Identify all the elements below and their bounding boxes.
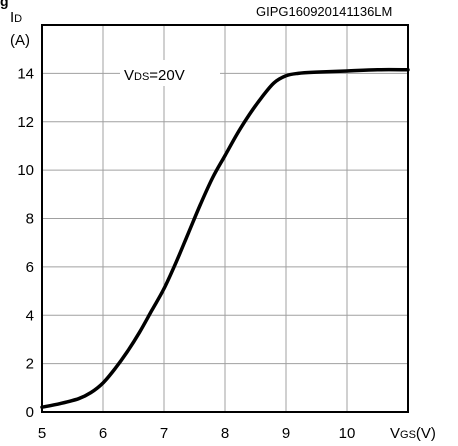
y-tick-label-2: 2 — [26, 356, 34, 373]
svg-text:VDS=20V: VDS=20V — [124, 67, 185, 84]
annotation-sub: DS — [134, 71, 149, 83]
y-tick-label-12: 12 — [17, 114, 34, 131]
series-curve — [40, 67, 410, 409]
figure-code: GIPG160920141136LM — [256, 4, 392, 19]
x-axis-label: VGS(V) — [390, 425, 436, 442]
y-tick-label-4: 4 — [26, 307, 34, 324]
y-label-unit: (A) — [10, 32, 30, 49]
x-tick-label-5: 5 — [38, 425, 46, 442]
annotation-main: V — [124, 67, 134, 84]
y-axis-label: ID (A) — [10, 9, 30, 49]
y-label-main: I — [10, 9, 14, 26]
y-label-sub: D — [14, 13, 22, 25]
annotation-rest: =20V — [149, 67, 184, 84]
y-tick-label-6: 6 — [26, 259, 34, 276]
x-tick-label-6: 6 — [99, 425, 107, 442]
annotation-background — [120, 60, 220, 86]
svg-text:ID: ID — [10, 9, 22, 26]
x-tick-label-8: 8 — [221, 425, 229, 442]
plot-frame — [41, 24, 409, 413]
x-label-main: V — [390, 425, 400, 442]
x-label-unit: (V) — [416, 425, 436, 442]
y-ticks: 0 2 4 6 8 10 12 14 — [17, 65, 34, 421]
vds-annotation: VDS=20V — [120, 60, 220, 86]
grid — [42, 25, 408, 412]
y-tick-label-0: 0 — [26, 404, 34, 421]
x-tick-label-9: 9 — [282, 425, 290, 442]
x-tick-label-10: 10 — [339, 425, 356, 442]
y-tick-label-14: 14 — [17, 65, 34, 82]
x-ticks: 5 6 7 8 9 10 — [38, 425, 356, 442]
x-label-sub: GS — [400, 429, 416, 441]
x-tick-label-7: 7 — [160, 425, 168, 442]
y-tick-label-8: 8 — [26, 211, 34, 228]
y-tick-label-10: 10 — [17, 162, 34, 179]
partial-title: g — [0, 0, 9, 9]
